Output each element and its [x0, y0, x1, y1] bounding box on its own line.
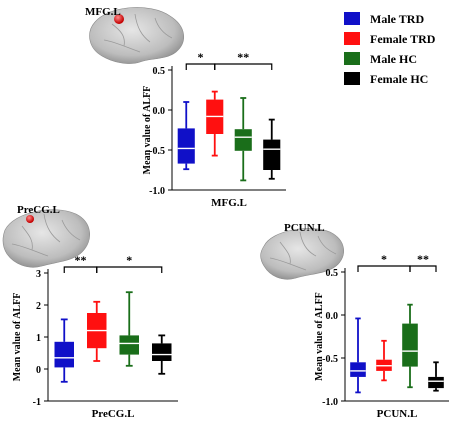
y-axis-label: Mean value of ALFF [142, 86, 153, 175]
box-body [263, 139, 281, 170]
significance-label: * [381, 252, 387, 266]
brain-illustration-pcun: PCUN.L [260, 222, 344, 280]
bracket-line [357, 265, 411, 272]
box-female-trd [87, 300, 107, 362]
y-tick-label: 2 [36, 301, 41, 312]
significance-bracket: * [357, 252, 411, 272]
precg-activation-spot [26, 215, 34, 223]
y-tick-label: -1.0 [149, 186, 165, 197]
significance-label: ** [417, 252, 429, 266]
box-body [402, 323, 418, 367]
bracket-line [214, 63, 273, 70]
box-male-hc [119, 291, 139, 367]
y-axis-label: Mean value of ALFF [12, 293, 23, 382]
y-tick-label: 0.0 [153, 106, 166, 117]
mfg-activation-spot [114, 14, 124, 24]
legend-swatch-0 [344, 12, 360, 25]
bracket-line [185, 63, 216, 70]
box-body [119, 335, 139, 355]
y-tick-label: 0.5 [326, 268, 339, 279]
legend-swatch-1 [344, 32, 360, 45]
y-tick-label: -1 [33, 397, 41, 408]
box-body [152, 343, 172, 361]
box-male-hc [234, 97, 252, 182]
box-female-trd [206, 90, 224, 157]
brain-label-pcun: PCUN.L [284, 222, 325, 234]
legend-label-1: Female TRD [370, 32, 436, 46]
box-body [350, 362, 366, 377]
box-female-hc [428, 361, 444, 392]
legend-swatch-2 [344, 52, 360, 65]
legend-swatch-3 [344, 72, 360, 85]
bracket-line [96, 266, 163, 273]
box-female-trd [376, 339, 392, 382]
box-body [54, 341, 74, 368]
x-axis-label: MFG.L [211, 197, 247, 209]
y-tick-label: 0.0 [326, 311, 339, 322]
significance-label: * [198, 50, 204, 64]
significance-label: ** [75, 253, 87, 267]
y-tick-label: 3 [36, 269, 41, 280]
significance-label: ** [237, 50, 249, 64]
y-tick-label: -0.5 [322, 354, 338, 365]
box-female-hc [152, 334, 172, 375]
y-tick-label: -1.0 [322, 397, 338, 408]
x-axis-label: PreCG.L [92, 408, 135, 420]
legend: Male TRD Female TRD Male HC Female HC [344, 12, 436, 86]
box-body [234, 129, 252, 151]
box-male-trd [350, 317, 366, 394]
brain-illustration-mfg: MFG.L [85, 6, 184, 64]
significance-bracket: * [96, 253, 163, 273]
box-female-hc [263, 118, 281, 180]
significance-bracket: * [185, 50, 216, 70]
legend-label-0: Male TRD [370, 12, 424, 26]
legend-label-2: Male HC [370, 52, 417, 66]
bracket-line [409, 265, 437, 272]
box-male-trd [54, 318, 74, 383]
brain-label-precg: PreCG.L [17, 204, 60, 216]
brain-illustration-precg: PreCG.L [2, 204, 90, 268]
significance-bracket: ** [409, 252, 437, 272]
box-body [177, 128, 195, 164]
y-tick-label: 0 [36, 365, 41, 376]
y-tick-label: 1 [36, 333, 41, 344]
significance-label: * [126, 253, 132, 267]
bracket-line [63, 266, 98, 273]
box-male-hc [402, 303, 418, 389]
box-body [428, 376, 444, 389]
box-male-trd [177, 101, 195, 171]
x-axis-label: PCUN.L [377, 408, 418, 420]
significance-bracket: ** [214, 50, 273, 70]
brain-label-mfg: MFG.L [85, 6, 121, 18]
y-tick-label: 0.5 [153, 66, 166, 77]
y-axis-label: Mean value of ALFF [314, 292, 325, 381]
y-tick-label: -0.5 [149, 146, 165, 157]
legend-label-3: Female HC [370, 72, 428, 86]
